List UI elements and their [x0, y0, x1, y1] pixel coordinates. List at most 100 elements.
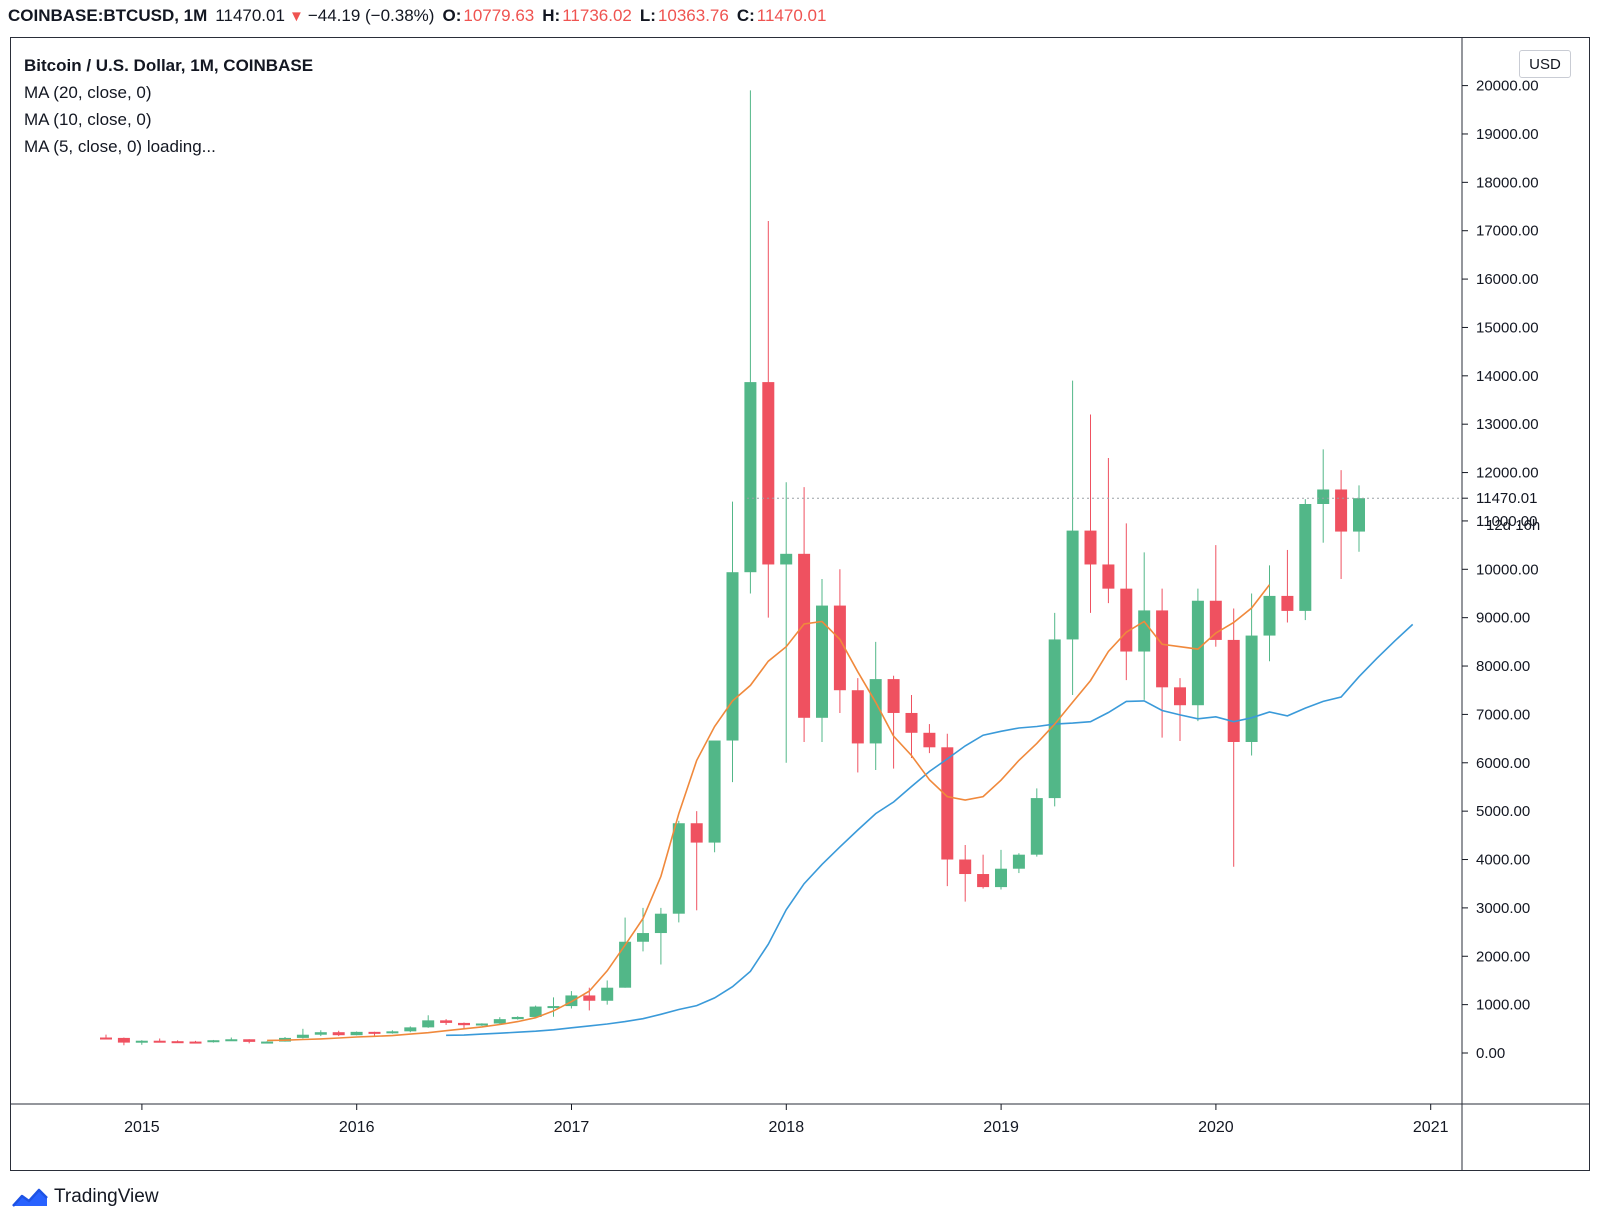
candle-body-up: [529, 1006, 542, 1017]
candle-body-down: [923, 732, 936, 748]
chart-frame: [10, 37, 1590, 1171]
candle-body-down: [1335, 489, 1348, 532]
candle: [654, 907, 667, 965]
close-label: C:: [736, 6, 755, 25]
price-tick-label: 9000.00: [1476, 610, 1530, 627]
candle-body-up: [780, 553, 793, 565]
price-tick-label: 7000.00: [1476, 706, 1530, 723]
candle-body-up: [708, 740, 721, 843]
candle-body-up: [1191, 600, 1204, 706]
candle: [386, 1030, 399, 1034]
candle-body-up: [314, 1032, 327, 1035]
candle: [1012, 853, 1025, 874]
candle: [780, 482, 793, 763]
legend-ma5[interactable]: MA (5, close, 0) loading...: [24, 137, 216, 156]
candle-body-up: [654, 913, 667, 934]
price-tick-label: 18000.00: [1476, 174, 1539, 191]
symbol-header: COINBASE:BTCUSD, 1M 11470.01 ▼ −44.19 (−…: [8, 4, 826, 28]
price-tick-label: 14000.00: [1476, 368, 1539, 385]
candle: [261, 1041, 274, 1044]
candle: [511, 1016, 524, 1020]
time-tick-label: 2017: [554, 1119, 590, 1136]
tradingview-logo-icon: [12, 1188, 48, 1207]
candle-body-up: [350, 1031, 363, 1036]
candle-body-up: [869, 679, 882, 744]
price-change: −44.19 (−0.38%): [307, 6, 435, 25]
candle-body-down: [1227, 639, 1240, 742]
candle-body-up: [1138, 610, 1151, 652]
candle: [637, 907, 649, 952]
candle-body-down: [368, 1031, 381, 1034]
legend-ma10[interactable]: MA (10, close, 0): [24, 110, 152, 129]
candle: [117, 1037, 130, 1046]
candle-body-up: [1353, 498, 1365, 532]
candle: [368, 1031, 381, 1036]
price-tick-label: 0.00: [1476, 1045, 1505, 1062]
chart-legend: Bitcoin / U.S. Dollar, 1M, COINBASE MA (…: [24, 52, 313, 160]
symbol-label[interactable]: COINBASE:BTCUSD, 1M: [8, 6, 208, 25]
low-value: 10363.76: [657, 6, 729, 25]
candle-body-down: [100, 1037, 112, 1040]
price-tick-label: 19000.00: [1476, 126, 1539, 143]
candle-body-up: [296, 1034, 309, 1038]
candle: [100, 1034, 112, 1040]
candle: [1245, 593, 1258, 756]
candle: [1156, 588, 1169, 738]
candle-body-down: [690, 823, 703, 843]
price-tick-label: 16000.00: [1476, 271, 1539, 288]
candle-body-down: [243, 1039, 256, 1042]
time-tick-label: 2019: [983, 1119, 1019, 1136]
low-label: L:: [639, 6, 656, 25]
candle-body-up: [816, 605, 828, 718]
candle: [1084, 414, 1097, 613]
candle-body-up: [601, 987, 614, 1001]
candle-body-down: [905, 712, 918, 733]
candle-body-down: [153, 1040, 166, 1043]
candle: [798, 487, 811, 742]
candle: [1138, 552, 1151, 700]
price-tick-label: 8000.00: [1476, 658, 1530, 675]
candle-body-up: [135, 1040, 148, 1043]
candle: [422, 1015, 435, 1028]
candle-body-down: [458, 1022, 470, 1026]
price-tick-label: 13000.00: [1476, 416, 1539, 433]
candle-body-down: [798, 553, 811, 718]
candle: [1209, 545, 1222, 647]
candle-body-up: [511, 1016, 524, 1020]
candle-body-up: [475, 1023, 488, 1026]
countdown-label: 12d 16h: [1486, 517, 1540, 534]
candle: [1174, 678, 1186, 742]
legend-title[interactable]: Bitcoin / U.S. Dollar, 1M, COINBASE: [24, 56, 314, 75]
candle: [1191, 588, 1204, 722]
candle: [851, 678, 864, 773]
time-axis[interactable]: 2015 2016 2017 2018 2019 2020 2021: [124, 1104, 1449, 1136]
ma10-line: [267, 584, 1271, 1042]
candle: [243, 1039, 256, 1044]
candle-body-up: [404, 1027, 417, 1032]
tradingview-brand[interactable]: TradingView: [12, 1186, 159, 1208]
candle: [995, 849, 1007, 890]
candle-body-up: [565, 995, 578, 1007]
candle: [225, 1037, 238, 1042]
price-tick-label: 12000.00: [1476, 465, 1539, 482]
candle-body-up: [672, 823, 685, 914]
candle-body-up: [386, 1031, 399, 1034]
price-axis[interactable]: 0.00 1000.00 2000.00 3000.00 4000.00 5000.00 6…: [1462, 78, 1539, 1062]
candle-body-down: [583, 995, 596, 1001]
high-value: 11736.02: [562, 6, 632, 25]
candle: [1317, 449, 1330, 543]
candle: [959, 845, 972, 902]
legend-ma20[interactable]: MA (20, close, 0): [24, 83, 152, 102]
currency-button[interactable]: USD: [1519, 50, 1571, 78]
candle: [690, 811, 703, 911]
candle: [923, 724, 936, 754]
candle: [404, 1026, 417, 1033]
candle: [493, 1017, 506, 1024]
time-tick-label: 2018: [769, 1119, 805, 1136]
open-value: 10779.63: [463, 6, 535, 25]
candle-body-down: [171, 1041, 184, 1044]
candle: [565, 991, 578, 1009]
candle: [207, 1039, 220, 1043]
price-tick-label: 6000.00: [1476, 755, 1530, 772]
